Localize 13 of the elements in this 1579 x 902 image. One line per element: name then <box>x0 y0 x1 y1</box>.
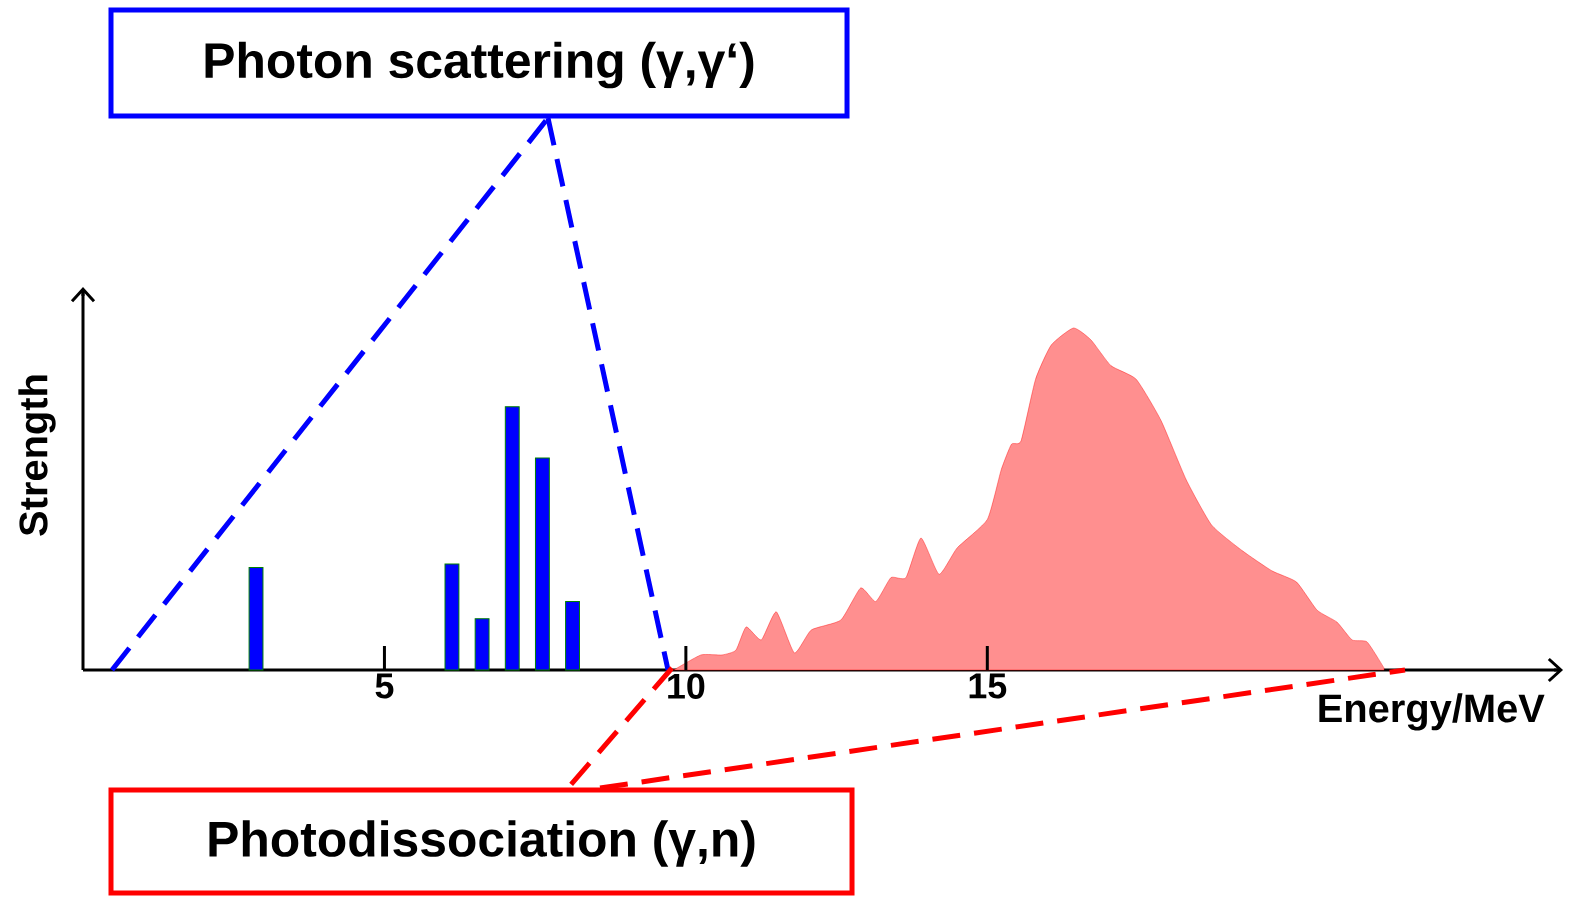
bar <box>444 563 460 671</box>
bar <box>248 566 264 671</box>
text: Photodissociation (γ,n) <box>209 820 755 867</box>
x-tick-label: 10 <box>668 673 705 699</box>
y-axis-title: Strength <box>18 375 56 536</box>
x-tick-label: 5 <box>375 673 394 699</box>
bar <box>504 406 520 671</box>
text: Photon scattering (γ,γ‘) <box>205 41 754 89</box>
bar <box>565 601 580 671</box>
x-axis-title: Energy/MeV <box>1319 693 1545 731</box>
x-tick-label: 15 <box>969 673 1007 699</box>
bar <box>534 457 550 671</box>
bar <box>474 618 490 671</box>
